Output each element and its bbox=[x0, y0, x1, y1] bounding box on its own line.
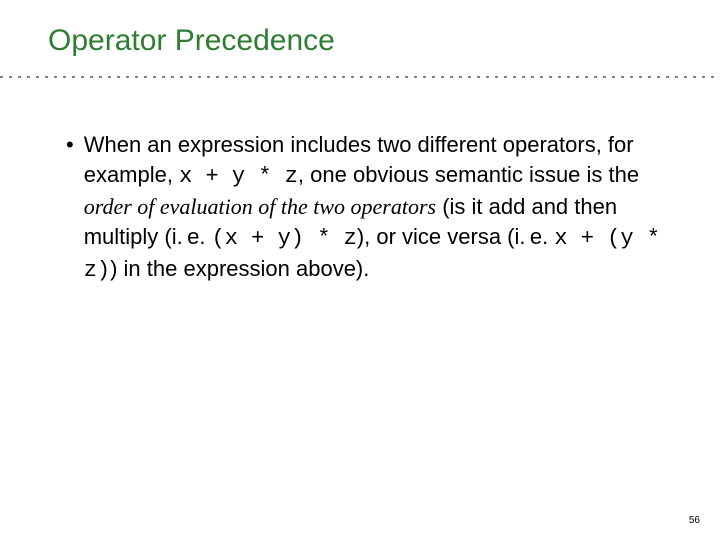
italic-phrase: order of evaluation of the two operators bbox=[84, 194, 436, 219]
slide-body: • When an expression includes two differ… bbox=[48, 130, 672, 286]
text-run: ) in the expression above). bbox=[110, 256, 369, 281]
bullet-text: When an expression includes two differen… bbox=[84, 130, 672, 286]
text-run: , one obvious semantic issue is the bbox=[298, 162, 639, 187]
bullet-item: • When an expression includes two differ… bbox=[66, 130, 672, 286]
text-run: ), or vice versa (i. e. bbox=[357, 224, 555, 249]
title-divider bbox=[0, 76, 720, 78]
page-number: 56 bbox=[689, 515, 700, 526]
code-snippet: (x + y) * z bbox=[212, 226, 357, 251]
slide: Operator Precedence • When an expression… bbox=[0, 0, 720, 540]
bullet-marker: • bbox=[66, 130, 74, 160]
slide-title: Operator Precedence bbox=[48, 24, 672, 58]
code-snippet: x + y * z bbox=[179, 164, 298, 189]
